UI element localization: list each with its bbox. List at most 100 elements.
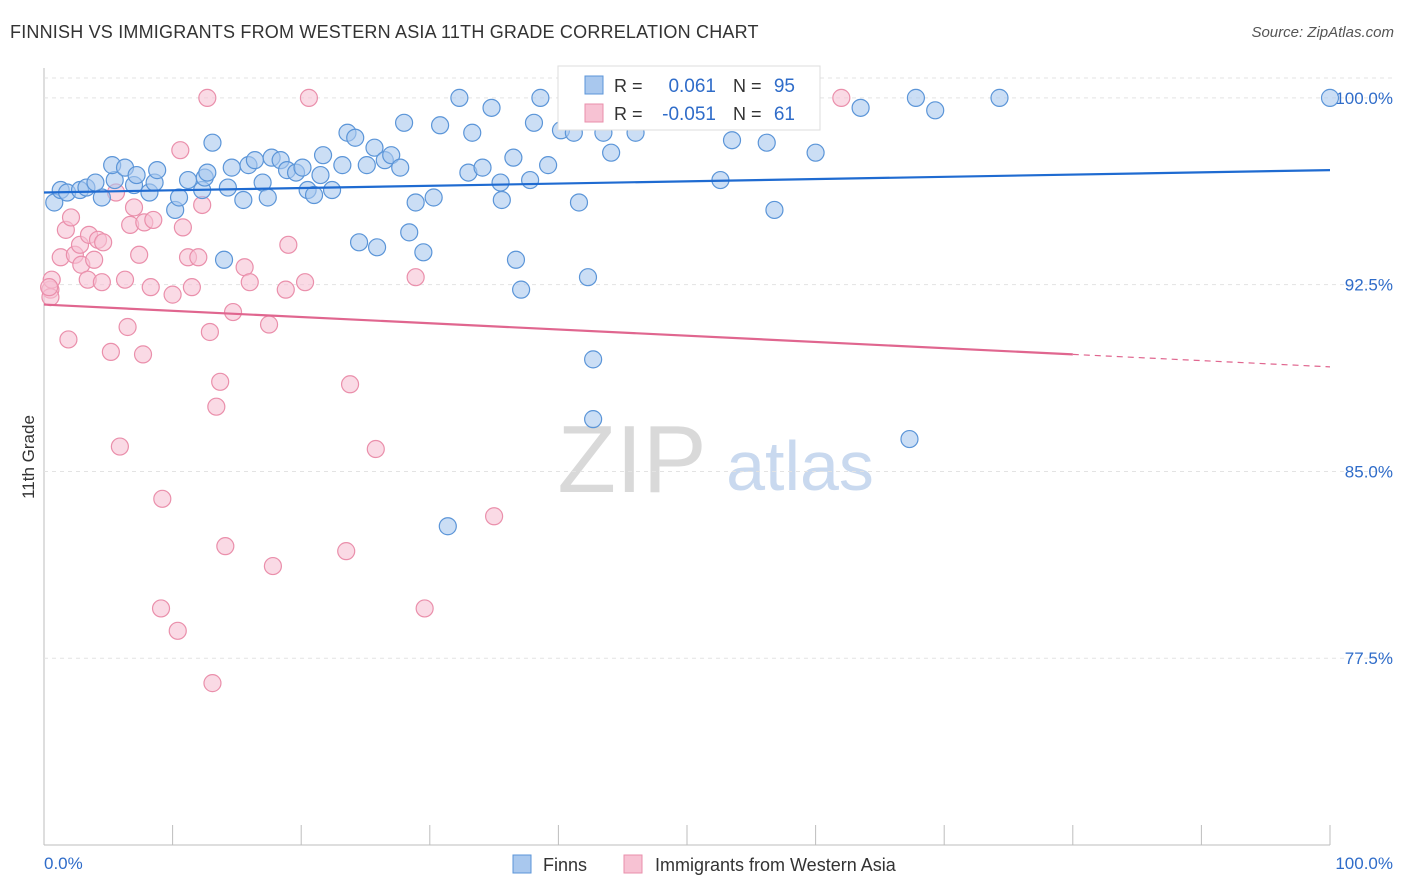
finns-point <box>357 156 376 175</box>
immigrants-point <box>40 278 59 297</box>
watermark-atlas: atlas <box>726 427 874 505</box>
immigrants-point <box>101 342 120 362</box>
x-tick-label-max: 100.0% <box>1335 854 1393 873</box>
immigrants-point <box>240 273 259 292</box>
finns-point <box>382 146 401 165</box>
finns-point <box>926 101 945 120</box>
immigrants-point <box>189 248 208 267</box>
finns-point <box>584 350 603 369</box>
finns-point <box>424 188 443 207</box>
trend-lines <box>43 169 1331 368</box>
finns-point <box>990 88 1009 107</box>
finns-point <box>234 190 253 210</box>
immigrants-point <box>110 437 129 456</box>
finns-point <box>86 173 105 192</box>
stats-legend-swatch-finns <box>584 75 604 95</box>
finns-point <box>765 200 784 220</box>
immigrants-point <box>406 268 425 287</box>
immigrants-point <box>115 270 135 289</box>
immigrants-point <box>182 278 201 297</box>
finns-point <box>367 238 387 257</box>
finns-point <box>539 156 558 175</box>
finns-point <box>851 98 870 117</box>
immigrants-point <box>203 674 222 693</box>
finns-point <box>178 170 198 190</box>
immigrants-point <box>171 141 190 160</box>
bottom-legend: Finns Immigrants from Western Asia <box>512 854 897 875</box>
chart-title: FINNISH VS IMMIGRANTS FROM WESTERN ASIA … <box>10 22 759 42</box>
y-tick-label: 100.0% <box>1335 89 1393 108</box>
immigrants-point <box>168 621 187 640</box>
finns-point <box>414 243 433 262</box>
finns-point <box>333 156 352 175</box>
immigrants-point <box>124 198 144 217</box>
immigrants-point <box>94 233 113 252</box>
y-axis-label: 11th Grade <box>19 415 38 499</box>
stats-r-value-imm: -0.051 <box>662 104 716 125</box>
finns-point <box>569 193 589 212</box>
immigrants-trend-line <box>43 303 1073 356</box>
finns-point <box>584 410 603 429</box>
finns-point <box>482 98 501 117</box>
immigrants-point <box>130 245 149 264</box>
immigrants-point <box>415 599 434 618</box>
finns-point <box>365 138 384 157</box>
immigrants-trend-line-dashed <box>1072 353 1331 368</box>
finns-point <box>258 188 277 207</box>
finns-point <box>757 133 776 152</box>
finns-point <box>127 165 146 185</box>
finns-point <box>203 133 222 152</box>
finns-point <box>92 188 111 207</box>
legend-label-imm: Immigrants from Western Asia <box>655 855 897 875</box>
finns-point <box>430 116 450 135</box>
immigrants-point <box>340 375 360 394</box>
finns-point <box>524 113 544 132</box>
finns-point <box>198 163 217 182</box>
stats-n-value-imm: 61 <box>774 104 795 125</box>
immigrants-point <box>263 556 283 576</box>
finns-points <box>45 88 1340 536</box>
immigrants-point <box>92 273 111 292</box>
finns-point <box>214 250 234 269</box>
immigrants-point <box>299 88 319 107</box>
y-tick-label: 77.5% <box>1345 649 1393 668</box>
immigrants-point <box>295 273 315 292</box>
finns-point <box>504 148 523 167</box>
immigrants-point <box>163 285 182 304</box>
immigrants-point <box>337 542 356 561</box>
immigrants-point <box>141 278 160 297</box>
y-tick-label: 92.5% <box>1345 276 1393 295</box>
immigrants-point <box>144 210 163 230</box>
immigrants-point <box>198 88 217 107</box>
x-tick-label-min: 0.0% <box>44 854 83 873</box>
immigrants-point <box>276 280 295 299</box>
legend-label-finns: Finns <box>543 855 587 875</box>
finns-point <box>512 280 531 299</box>
immigrants-point <box>133 345 153 364</box>
finns-point <box>245 151 265 170</box>
finns-point <box>218 178 237 197</box>
finns-point <box>400 223 419 242</box>
finns-point <box>169 188 189 207</box>
immigrants-points <box>40 88 851 693</box>
stats-legend: R = 0.061 N = 95 R = -0.051 N = 61 <box>557 65 821 131</box>
stats-n-label-finns: N = <box>733 76 762 96</box>
immigrants-point <box>153 489 172 508</box>
immigrants-point <box>211 372 230 391</box>
immigrants-point <box>223 302 243 322</box>
finns-point <box>148 161 167 180</box>
watermark-zip: ZIP <box>557 406 706 513</box>
stats-r-value-finns: 0.061 <box>668 76 716 97</box>
immigrants-point <box>259 315 279 334</box>
stats-r-label-imm: R = <box>614 104 643 124</box>
finns-point <box>313 146 333 165</box>
stats-n-label-imm: N = <box>733 104 762 124</box>
finns-point <box>222 158 241 177</box>
finns-point <box>391 158 410 177</box>
finns-point <box>521 170 540 190</box>
finns-point <box>492 190 511 210</box>
finns-point <box>438 517 457 536</box>
immigrants-point <box>118 317 137 337</box>
finns-point <box>463 123 482 142</box>
finns-point <box>506 250 526 269</box>
